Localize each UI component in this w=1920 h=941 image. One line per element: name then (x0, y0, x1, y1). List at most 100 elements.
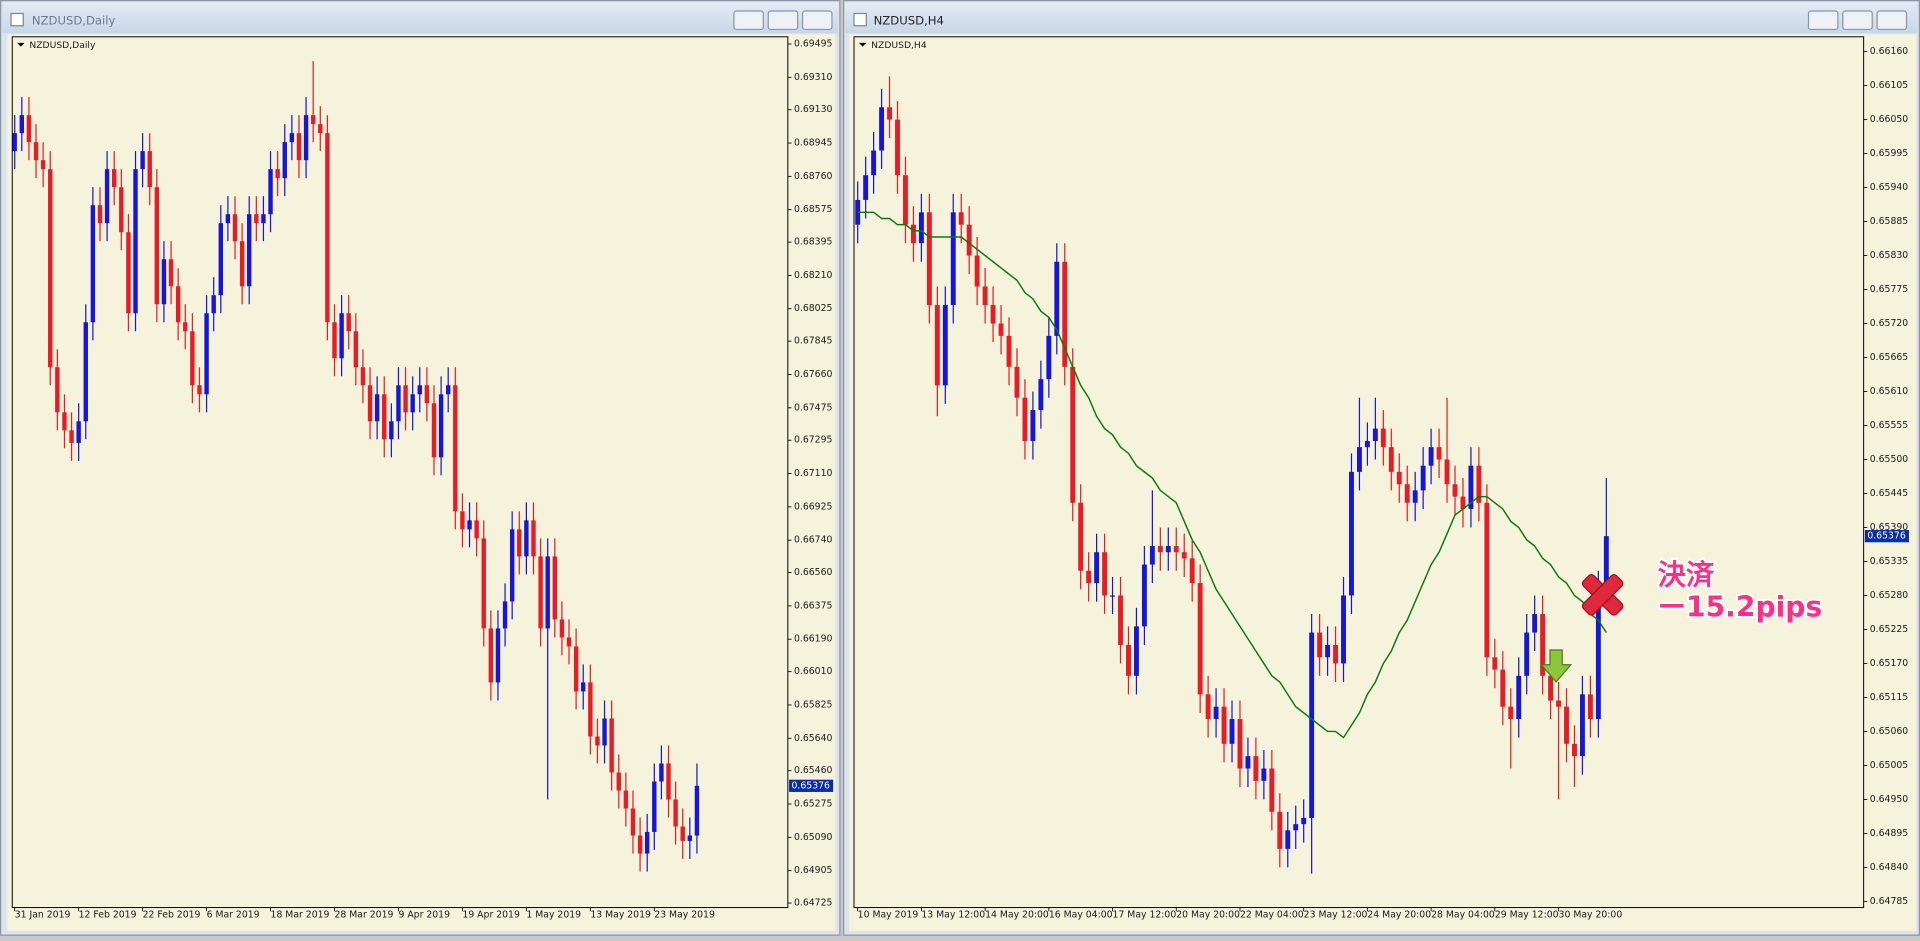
symbol-arrow (17, 42, 25, 47)
candle-body (453, 385, 458, 512)
y-tick-label: 0.65390 (1870, 522, 1909, 533)
candle-body (659, 763, 664, 782)
candle-body (1173, 546, 1179, 553)
candle-body (1165, 546, 1171, 553)
x-tick-label: 9 Apr 2019 (398, 909, 450, 920)
candle-body (460, 511, 465, 530)
x-tick-label: 1 May 2019 (526, 909, 581, 920)
candle-body (154, 187, 160, 305)
candle-body (168, 259, 174, 287)
last-price-label: 0.65376 (1867, 531, 1906, 542)
y-tick-label: 0.64785 (1870, 896, 1909, 907)
candle-body (1133, 626, 1139, 676)
candle-body (566, 637, 572, 647)
candle-body (982, 286, 988, 306)
candle-body (903, 175, 908, 225)
minimize-button[interactable] (733, 10, 764, 31)
candle-body (934, 305, 940, 386)
candle-body (353, 331, 359, 368)
x-tick-label: 22 May 04:00 (1240, 909, 1304, 920)
candle-body (197, 385, 202, 395)
candle-body (1102, 552, 1108, 596)
y-tick-label: 0.64950 (1870, 794, 1909, 805)
candle-body (517, 529, 522, 557)
candle-body (1388, 447, 1394, 472)
window-icon (10, 12, 24, 27)
candle-body (1229, 719, 1235, 744)
candle-body (950, 212, 956, 306)
candle-body (289, 133, 295, 143)
x-tick-label: 22 Feb 2019 (143, 909, 201, 920)
maximize-button[interactable] (1842, 10, 1873, 31)
candle-body (389, 421, 394, 440)
candle-body (1436, 447, 1442, 460)
close-button[interactable] (801, 10, 833, 31)
entry-arrow (1540, 649, 1573, 683)
candle-body (1293, 824, 1299, 831)
window-buttons[interactable] (1807, 10, 1908, 31)
candle-body (339, 313, 344, 359)
y-tick-label: 0.65640 (794, 733, 833, 744)
candle-body (367, 385, 373, 422)
candle-body (382, 394, 387, 440)
candle-body (62, 412, 67, 431)
candle-body (183, 322, 188, 332)
candle-body (687, 835, 693, 841)
candle-body (225, 214, 231, 224)
candle-body (438, 394, 444, 458)
y-tick-label: 0.69130 (794, 104, 833, 115)
y-tick-label: 0.65825 (794, 699, 833, 710)
window-title: NZDUSD,H4 (874, 13, 944, 27)
candle-body (524, 520, 529, 557)
y-tick-label: 0.65275 (794, 799, 833, 810)
symbol-arrow (858, 42, 867, 47)
candle-body (282, 142, 287, 179)
candle-body (1181, 552, 1187, 559)
x-tick-label: 18 Mar 2019 (271, 909, 330, 920)
y-tick-label: 0.65280 (1870, 590, 1909, 601)
candle-body (1516, 675, 1522, 720)
candle-body (1356, 447, 1362, 472)
x-tick-label: 16 May 04:00 (1049, 909, 1113, 920)
candle-body (83, 322, 88, 422)
y-tick-label: 0.65720 (1870, 318, 1909, 329)
candle-body (1372, 428, 1378, 441)
minimize-button[interactable] (1807, 10, 1839, 31)
candle-body (48, 169, 53, 368)
y-tick-label: 0.65610 (1870, 386, 1909, 397)
candle-body (1118, 595, 1123, 645)
candle-body (1189, 558, 1195, 584)
candle-body (318, 124, 323, 134)
close-button[interactable] (1876, 10, 1908, 31)
candle-body (609, 718, 614, 773)
x-tick-label: 28 May 04:00 (1431, 909, 1495, 920)
candle-body (871, 150, 877, 176)
y-tick-label: 0.64840 (1870, 862, 1909, 873)
y-tick-label: 0.65445 (1870, 488, 1909, 499)
candle-body (958, 212, 964, 225)
candle-body (12, 133, 17, 152)
chart: NZDUSD,Daily 0.69495 0.69310 0.69130 0.68945… (11, 36, 834, 920)
window-buttons[interactable] (733, 10, 833, 31)
candle-body (147, 151, 152, 188)
y-tick-label: 0.66740 (794, 535, 833, 546)
candle-body (1309, 632, 1315, 818)
y-tick-label: 0.66925 (794, 501, 833, 512)
candle-body (1564, 706, 1569, 744)
candle-body (990, 305, 996, 324)
candle-body (1253, 756, 1259, 781)
candle-body (1261, 768, 1267, 781)
candle-body (1277, 811, 1283, 849)
candle-body (673, 799, 678, 827)
candle-body (1285, 830, 1291, 849)
x-tick-label: 31 Jan 2019 (15, 909, 71, 920)
candle-body (1380, 428, 1386, 448)
candle-body (1349, 471, 1354, 596)
maximize-button[interactable] (767, 10, 799, 31)
y-tick-label: 0.65090 (794, 832, 833, 843)
window-icon (853, 12, 867, 27)
candle-body (595, 736, 600, 746)
candle-body (1301, 817, 1307, 825)
x-tick-label: 20 May 20:00 (1176, 909, 1240, 920)
plot-border (11, 36, 789, 909)
